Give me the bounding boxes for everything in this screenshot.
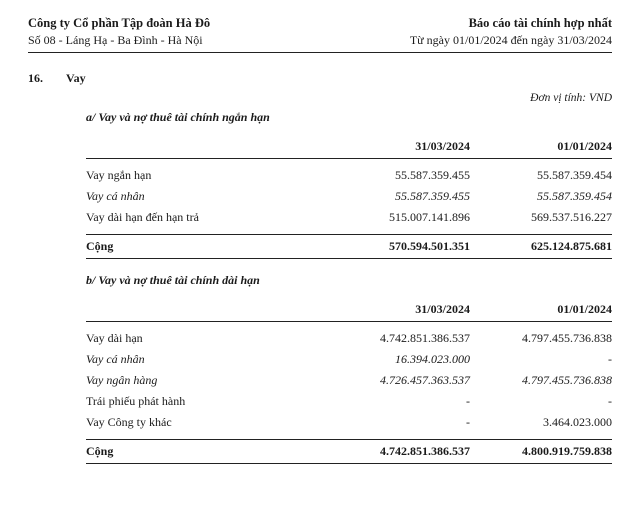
total-row: Cộng4.742.851.386.5374.800.919.759.838 <box>86 440 612 464</box>
row-value-1: 515.007.141.896 <box>328 207 470 228</box>
company-name: Công ty Cổ phần Tập đoàn Hà Đô <box>28 16 210 31</box>
row-label: Trái phiếu phát hành <box>86 391 328 412</box>
col-header-date2: 01/01/2024 <box>470 294 612 322</box>
row-value-2: 55.587.359.454 <box>470 186 612 207</box>
row-value-1: 55.587.359.455 <box>328 186 470 207</box>
row-value-2: - <box>470 349 612 370</box>
row-value-1: - <box>328 412 470 433</box>
row-label: Vay Công ty khác <box>86 412 328 433</box>
report-period: Từ ngày 01/01/2024 đến ngày 31/03/2024 <box>410 33 612 48</box>
row-label: Vay ngắn hạn <box>86 165 328 186</box>
table-row: Trái phiếu phát hành-- <box>86 391 612 412</box>
row-value-1: 4.742.851.386.537 <box>328 328 470 349</box>
total-value-2: 4.800.919.759.838 <box>470 440 612 464</box>
row-value-1: - <box>328 391 470 412</box>
section-b-heading: b/ Vay và nợ thuê tài chính dài hạn <box>86 273 612 288</box>
row-value-2: 55.587.359.454 <box>470 165 612 186</box>
section-long-term: b/ Vay và nợ thuê tài chính dài hạn 31/0… <box>28 273 612 464</box>
table-row: Vay Công ty khác-3.464.023.000 <box>86 412 612 433</box>
page-header: Công ty Cổ phần Tập đoàn Hà Đô Số 08 - L… <box>28 16 612 53</box>
section-a-heading: a/ Vay và nợ thuê tài chính ngắn hạn <box>86 110 612 125</box>
total-value-1: 4.742.851.386.537 <box>328 440 470 464</box>
row-value-2: 569.537.516.227 <box>470 207 612 228</box>
note-heading: 16. Vay <box>28 71 612 86</box>
row-label: Vay dài hạn đến hạn trả <box>86 207 328 228</box>
note-title: Vay <box>66 71 86 86</box>
total-label: Cộng <box>86 440 328 464</box>
row-value-1: 4.726.457.363.537 <box>328 370 470 391</box>
total-value-2: 625.124.875.681 <box>470 235 612 259</box>
table-row: Vay ngân hàng4.726.457.363.5374.797.455.… <box>86 370 612 391</box>
total-label: Cộng <box>86 235 328 259</box>
company-address: Số 08 - Láng Hạ - Ba Đình - Hà Nội <box>28 33 210 48</box>
unit-label: Đơn vị tính: VND <box>28 92 612 104</box>
row-value-1: 16.394.023.000 <box>328 349 470 370</box>
section-short-term: a/ Vay và nợ thuê tài chính ngắn hạn 31/… <box>28 110 612 259</box>
row-label: Vay dài hạn <box>86 328 328 349</box>
row-value-2: 4.797.455.736.838 <box>470 328 612 349</box>
row-value-1: 55.587.359.455 <box>328 165 470 186</box>
table-row: Vay cá nhân16.394.023.000- <box>86 349 612 370</box>
col-header-date1: 31/03/2024 <box>328 131 470 159</box>
row-label: Vay cá nhân <box>86 349 328 370</box>
row-value-2: - <box>470 391 612 412</box>
row-value-2: 4.797.455.736.838 <box>470 370 612 391</box>
col-header-date1: 31/03/2024 <box>328 294 470 322</box>
report-title: Báo cáo tài chính hợp nhất <box>469 16 612 31</box>
table-long-term: 31/03/2024 01/01/2024 Vay dài hạn4.742.8… <box>86 294 612 464</box>
col-header-date2: 01/01/2024 <box>470 131 612 159</box>
total-row: Cộng570.594.501.351625.124.875.681 <box>86 235 612 259</box>
row-label: Vay cá nhân <box>86 186 328 207</box>
total-value-1: 570.594.501.351 <box>328 235 470 259</box>
note-number: 16. <box>28 71 52 86</box>
table-short-term: 31/03/2024 01/01/2024 Vay ngắn hạn55.587… <box>86 131 612 259</box>
row-label: Vay ngân hàng <box>86 370 328 391</box>
row-value-2: 3.464.023.000 <box>470 412 612 433</box>
table-row: Vay ngắn hạn55.587.359.45555.587.359.454 <box>86 165 612 186</box>
table-row: Vay dài hạn đến hạn trả515.007.141.89656… <box>86 207 612 228</box>
table-row: Vay dài hạn4.742.851.386.5374.797.455.73… <box>86 328 612 349</box>
table-row: Vay cá nhân55.587.359.45555.587.359.454 <box>86 186 612 207</box>
